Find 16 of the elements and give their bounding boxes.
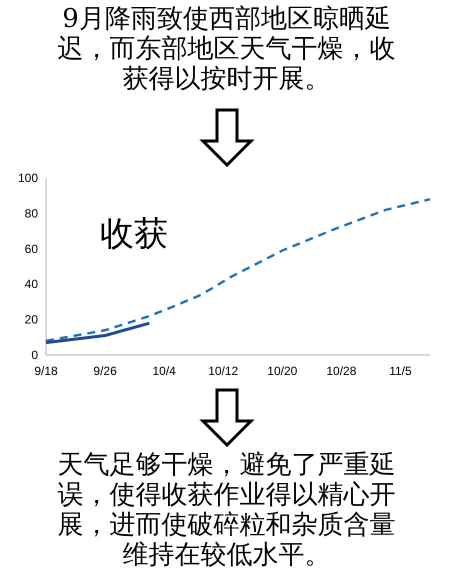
text: 天气足够干燥，避免了严重延误，使得收获作业得以精心开展，进而使破碎粒和杂质含量维持在较低水平。: [56, 450, 396, 570]
chart-title: 9月降雨致使西部地区晾晒延迟，而东部地区天气干燥，收获得以按时开展。: [56, 4, 396, 94]
x-tick-label: 9/18: [34, 364, 58, 378]
x-tick-label: 10/4: [152, 364, 176, 378]
y-tick-label: 80: [24, 206, 38, 220]
x-tick-label: 9/26: [93, 364, 118, 378]
y-tick-label: 40: [24, 277, 38, 292]
x-tick-label: 10/28: [326, 364, 357, 378]
y-tick-label: 0: [31, 348, 38, 362]
x-tick-label: 11/5: [389, 364, 412, 378]
x-tick-label: 10/12: [208, 364, 239, 378]
y-tick-label: 60: [24, 242, 38, 256]
x-tick-label: 10/20: [267, 364, 298, 378]
annotation: 收获: [100, 214, 168, 254]
y-tick-label: 20: [24, 312, 38, 327]
y-tick-label: 100: [18, 171, 38, 185]
